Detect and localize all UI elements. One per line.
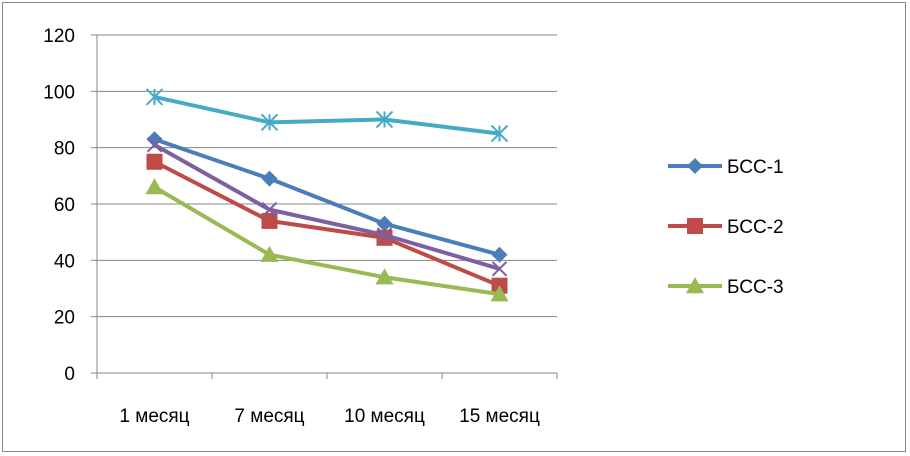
y-tick-label: 20 — [54, 308, 75, 329]
series-line — [153, 143, 501, 271]
y-tick-label: 60 — [54, 195, 75, 216]
x-marker — [261, 201, 278, 218]
y-axis-ticks: 0 20 40 60 80 100 120 — [43, 26, 75, 385]
triangle-marker — [686, 277, 704, 294]
x-axis-ticks: 1 месяц 7 месяц 10 месяц 15 месяц — [119, 406, 540, 427]
series-line — [154, 95, 500, 136]
legend-label: БСС-2 — [727, 217, 784, 238]
x-marker — [146, 137, 163, 153]
x-tick-label: 10 месяц — [344, 406, 425, 427]
diamond-marker — [376, 215, 393, 232]
y-tick-label: 80 — [54, 139, 75, 160]
triangle-marker — [490, 285, 509, 302]
series-line — [153, 137, 501, 257]
y-tick-label: 40 — [54, 251, 75, 272]
series-line — [153, 185, 500, 297]
y-tick-label: 120 — [43, 26, 75, 47]
legend-item-2: БСС-2 — [668, 217, 784, 238]
star-marker — [260, 113, 279, 132]
series-line — [153, 159, 501, 288]
triangle-marker — [145, 178, 164, 195]
series-5 — [145, 88, 509, 143]
diamond-marker — [687, 158, 703, 174]
legend-label: БСС-3 — [727, 277, 784, 298]
axes — [91, 34, 558, 379]
square-marker — [261, 212, 278, 229]
triangle-marker — [375, 268, 394, 285]
series-1 — [146, 131, 508, 263]
diamond-marker — [491, 246, 508, 263]
legend-item-3: БСС-3 — [668, 277, 784, 298]
y-tick-label: 0 — [64, 364, 75, 385]
series — [145, 88, 509, 302]
diamond-marker — [146, 131, 163, 148]
x-tick-label: 1 месяц — [119, 406, 189, 427]
square-marker — [146, 153, 163, 170]
star-marker — [375, 110, 394, 129]
triangle-marker — [260, 245, 279, 262]
star-marker — [490, 124, 509, 143]
legend-label: БСС-1 — [727, 157, 784, 178]
x-tick-label: 15 месяц — [459, 406, 540, 427]
diamond-marker — [261, 170, 278, 187]
x-tick-label: 7 месяц — [234, 406, 304, 427]
series-4 — [146, 137, 508, 277]
series-3 — [145, 178, 509, 302]
x-marker — [376, 227, 393, 243]
star-marker — [145, 88, 164, 106]
y-tick-label: 100 — [43, 82, 75, 103]
square-marker — [687, 218, 703, 234]
legend: БСС-1 БСС-2 БСС-3 — [668, 157, 784, 298]
x-marker — [491, 261, 508, 277]
gridlines — [97, 34, 557, 318]
legend-item-1: БСС-1 — [668, 157, 784, 178]
